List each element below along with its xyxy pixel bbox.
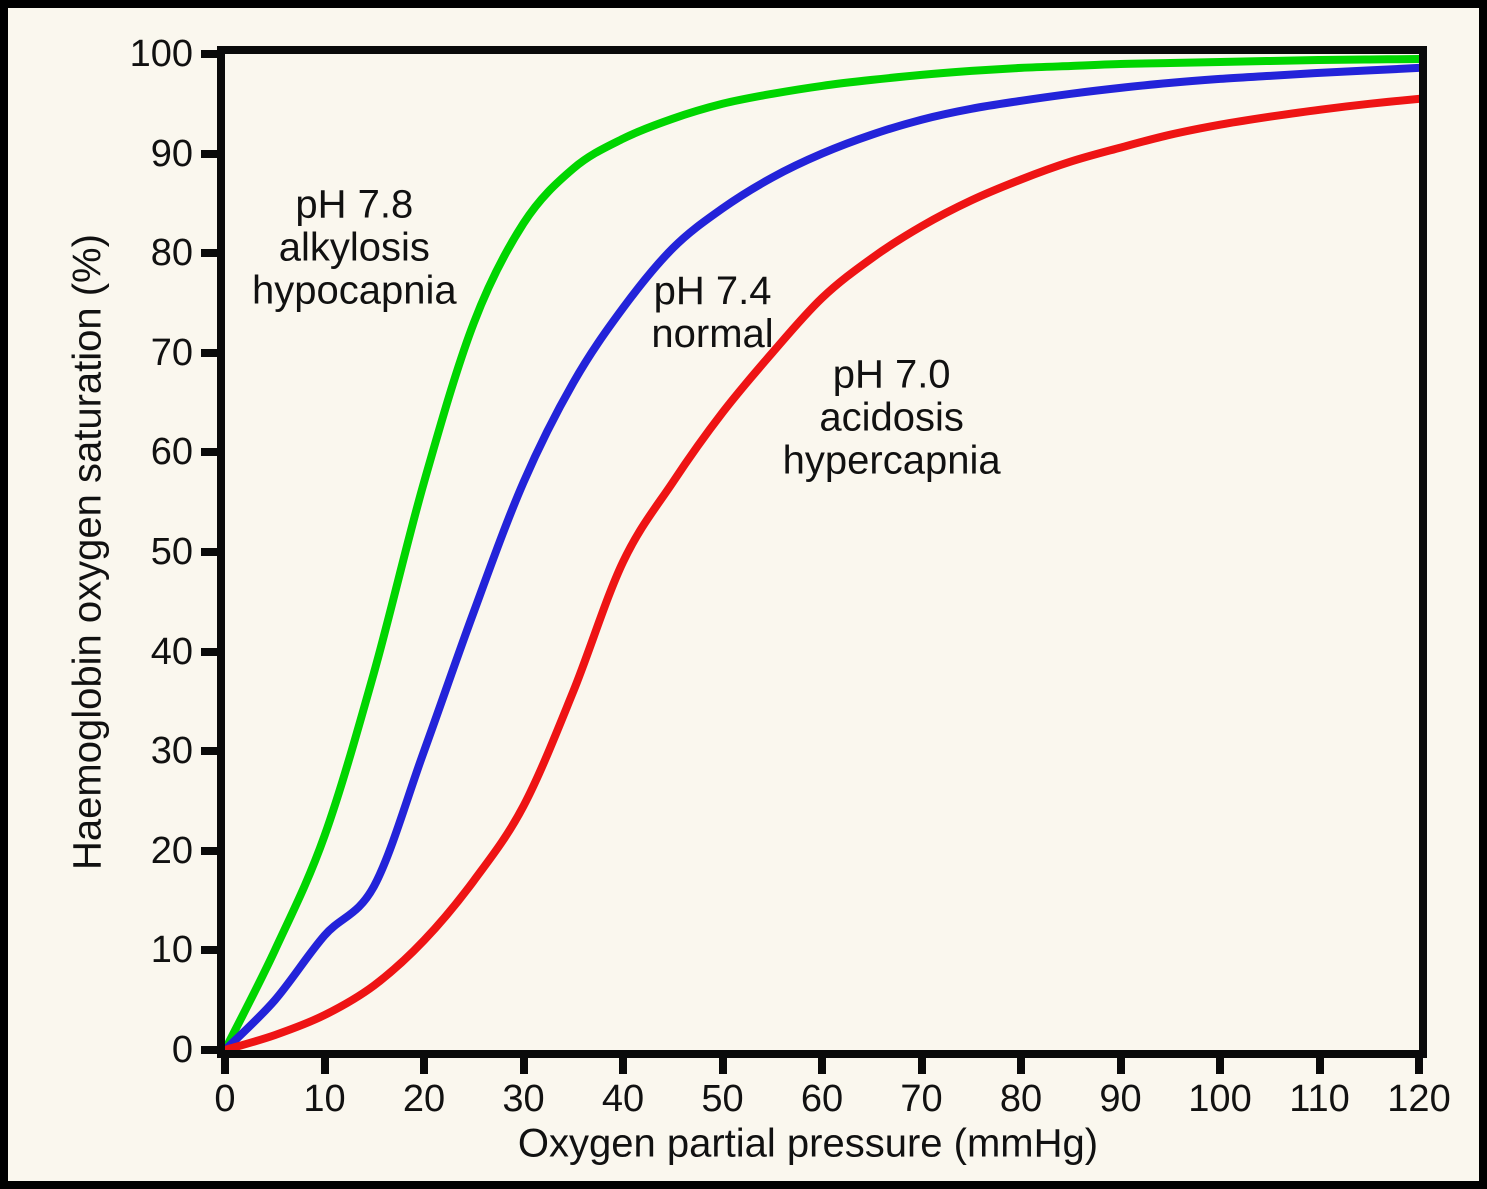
y-tick-label-30: 30 [150,730,193,773]
curve-ph-7-4 [225,63,1419,1050]
annotation-line: alkylosis [278,225,430,270]
x-tick-label-90: 90 [1099,1078,1142,1120]
x-tick-label-30: 30 [502,1078,545,1120]
x-tick-30 [519,1058,528,1074]
x-tick-label-50: 50 [701,1078,744,1120]
axes-frame [217,46,1427,1058]
annotation-ph-7-4: pH 7.4 normal [651,268,774,356]
curve-ph-7-0 [225,94,1419,1050]
y-tick-50 [201,548,217,556]
x-tick-label-20: 20 [402,1078,446,1120]
x-tick-label-110: 110 [1289,1078,1350,1120]
x-tick-90 [1116,1058,1125,1074]
x-tick-label-0: 0 [214,1078,236,1120]
x-tick-label-40: 40 [601,1078,645,1120]
plot-area [217,46,1427,1058]
x-tick-label-60: 60 [800,1078,844,1120]
x-tick-120 [1415,1058,1423,1074]
x-tick-label-70: 70 [900,1078,943,1120]
y-tick-label-0: 0 [171,1029,193,1071]
y-tick-20 [201,846,217,855]
y-tick-80 [201,249,217,258]
y-tick-0 [201,1046,217,1054]
y-tick-30 [201,747,217,756]
y-tick-label-10: 10 [150,929,193,972]
x-axis-title: Oxygen partial pressure (mmHg) [517,1121,1099,1166]
x-tick-20 [420,1058,428,1074]
y-tick-label-90: 90 [150,132,193,175]
x-tick-label-120: 120 [1387,1078,1451,1120]
x-tick-60 [818,1058,826,1074]
y-tick-90 [201,149,217,158]
y-tick-10 [201,946,217,955]
annotation-line: pH 7.8 [295,182,414,227]
annotation-ph-7-0: pH 7.0 acidosis hypercapnia [783,353,1001,482]
x-tick-0 [221,1058,229,1074]
x-tick-40 [619,1058,627,1074]
x-tick-100 [1216,1058,1224,1074]
x-tick-70 [917,1058,926,1074]
annotation-ph-7-8: pH 7.8 alkylosis hypocapnia [252,182,457,313]
x-tick-label-80: 80 [999,1078,1043,1120]
y-tick-60 [201,448,217,457]
y-tick-label-100: 100 [129,33,193,75]
x-tick-10 [320,1058,329,1074]
y-tick-label-80: 80 [150,232,193,275]
y-tick-label-50: 50 [150,531,193,573]
y-tick-label-70: 70 [150,331,193,374]
annotation-line: hypocapnia [252,268,457,313]
annotation-line: pH 7.4 [653,268,772,313]
y-tick-label-60: 60 [150,431,193,474]
y-tick-label-40: 40 [150,630,193,673]
y-tick-label-20: 20 [150,829,193,872]
y-tick-70 [201,348,217,357]
x-tick-label-100: 100 [1188,1078,1252,1120]
annotation-line: normal [651,311,774,356]
x-tick-label-10: 10 [303,1078,346,1120]
x-tick-50 [718,1058,727,1074]
x-tick-80 [1017,1058,1025,1074]
annotation-line: hypercapnia [782,438,1001,483]
y-tick-40 [201,647,217,656]
annotation-line: acidosis [819,395,964,440]
x-tick-110 [1315,1058,1324,1074]
curve-ph-7-8 [225,55,1419,1050]
annotation-line: pH 7.0 [832,352,951,397]
y-tick-100 [201,50,217,58]
